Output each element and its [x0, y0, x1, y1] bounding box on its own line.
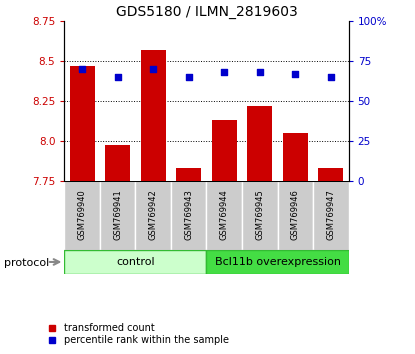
Bar [70, 66, 95, 181]
Bar [64, 250, 207, 274]
Point [150, 66, 156, 72]
Bar [207, 250, 349, 274]
Text: GSM769947: GSM769947 [326, 190, 335, 240]
Bar [313, 181, 349, 250]
Bar [278, 181, 313, 250]
Bar [171, 181, 207, 250]
Text: GSM769944: GSM769944 [220, 190, 229, 240]
Point [256, 69, 263, 75]
Bar [242, 181, 278, 250]
Bar [135, 181, 171, 250]
Text: Bcl11b overexpression: Bcl11b overexpression [215, 257, 341, 267]
Bar [100, 181, 135, 250]
Bar [318, 168, 343, 181]
Point [79, 66, 85, 72]
Text: GSM769941: GSM769941 [113, 190, 122, 240]
Legend: transformed count, percentile rank within the sample: transformed count, percentile rank withi… [38, 319, 233, 349]
Bar [64, 181, 100, 250]
Bar [247, 105, 272, 181]
Bar [141, 50, 166, 181]
Point [186, 74, 192, 80]
Point [292, 71, 299, 76]
Text: control: control [116, 257, 155, 267]
Bar [207, 181, 242, 250]
Text: GSM769945: GSM769945 [255, 190, 264, 240]
Text: GSM769946: GSM769946 [291, 190, 300, 240]
Text: protocol: protocol [4, 258, 49, 268]
Point [327, 74, 334, 80]
Bar [105, 145, 130, 181]
Title: GDS5180 / ILMN_2819603: GDS5180 / ILMN_2819603 [116, 5, 297, 19]
Text: GSM769942: GSM769942 [149, 190, 158, 240]
Point [221, 69, 227, 75]
Point [114, 74, 121, 80]
Text: GSM769940: GSM769940 [78, 190, 87, 240]
Bar [212, 120, 237, 181]
Text: GSM769943: GSM769943 [184, 190, 193, 240]
Bar [283, 133, 308, 181]
Bar [176, 168, 201, 181]
